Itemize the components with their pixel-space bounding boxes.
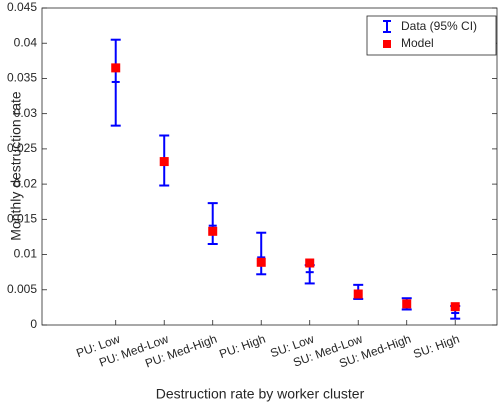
legend-symbol	[383, 40, 391, 48]
legend-label: Data (95% CI)	[401, 19, 477, 33]
x-tick-label: PU: High	[217, 332, 267, 362]
y-axis-label: Monthly destruction rate	[8, 91, 24, 241]
y-tick-label: 0.035	[7, 71, 37, 85]
y-tick-label: 0.015	[7, 212, 37, 226]
y-tick-label: 0.04	[14, 35, 38, 49]
y-tick-label: 0.03	[14, 106, 38, 120]
legend-label: Model	[401, 36, 434, 50]
model-point	[111, 63, 121, 73]
plot-area	[41, 7, 498, 326]
y-tick-label: 0.02	[14, 176, 38, 190]
model-point	[402, 299, 412, 309]
model-point	[353, 289, 363, 299]
y-tick-label: 0	[30, 317, 37, 331]
model-point	[256, 257, 266, 267]
x-tick-label: SU: High	[411, 332, 461, 362]
legend-box	[366, 15, 497, 56]
y-tick-label: 0.005	[7, 282, 37, 296]
model-point	[208, 226, 218, 236]
y-tick-label: 0.045	[7, 0, 37, 14]
x-axis-label: Destruction rate by worker cluster	[156, 386, 365, 402]
model-point	[159, 157, 169, 167]
model-point	[305, 258, 315, 268]
y-tick-label: 0.025	[7, 141, 37, 155]
y-tick-label: 0.01	[14, 247, 38, 261]
model-point	[450, 302, 460, 312]
